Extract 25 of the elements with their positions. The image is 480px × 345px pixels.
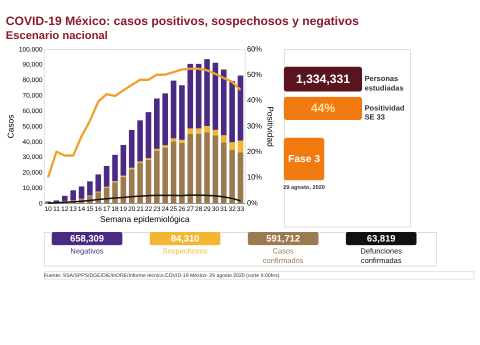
text: Sospechosos [162, 246, 208, 256]
x-axis-title: Semana epidemiológica [100, 214, 190, 224]
chart-title: COVID-19 México: casos positivos, sospechosos y negativos [6, 14, 360, 28]
y2-tick-label: 30% [247, 121, 262, 130]
y2-tick-label: 50% [247, 70, 262, 79]
text: Personas estudiadas [364, 74, 404, 92]
text: 63,819 [366, 233, 396, 244]
text: Casos confirmados [262, 246, 304, 265]
y2-tick-label: 0% [247, 198, 258, 208]
text: 44% [310, 101, 336, 116]
text: Defunciones confirmadas [360, 246, 402, 265]
y-axis-title: Casos [5, 114, 16, 138]
y2-tick-label: 20% [247, 147, 262, 156]
text: Fase 3 [288, 154, 320, 165]
text: Positividad SE 33 [364, 103, 405, 122]
text: 591,712 [266, 233, 300, 244]
y2-tick-label: 40% [247, 96, 262, 105]
text: Negativos [70, 246, 104, 256]
y2-tick-label: 60% [247, 44, 262, 54]
text: 84,310 [170, 233, 200, 244]
text: 658,309 [70, 233, 104, 244]
text: 1,334,331 [296, 72, 350, 86]
chart-subtitle: Escenario nacional [6, 30, 108, 42]
y2-tick-label: 10% [247, 172, 262, 182]
y2-axis-title: Positividad [266, 106, 276, 148]
